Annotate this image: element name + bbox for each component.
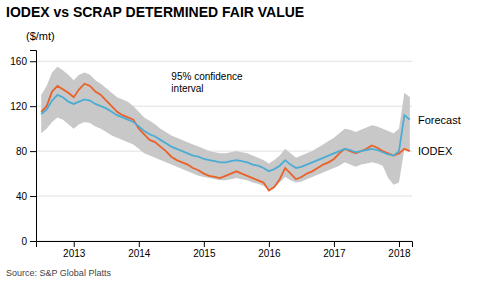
x-tick: 2013 <box>63 241 86 259</box>
x-tick-label: 2016 <box>258 248 281 259</box>
grid-line <box>36 61 412 62</box>
x-tick-label: 2015 <box>193 248 216 259</box>
grid <box>36 61 412 241</box>
x-tick-label: 2014 <box>128 248 151 259</box>
series-label: IODEX <box>418 145 453 157</box>
x-tick-label: 2013 <box>63 248 86 259</box>
x-tick: 2018 <box>388 241 411 259</box>
confidence-band <box>41 67 410 189</box>
x-tick-mark <box>334 241 335 247</box>
chart: IODEX vs SCRAP DETERMINED FAIR VALUE ($/m… <box>0 0 484 281</box>
x-tick-mark <box>399 241 400 247</box>
x-tick-label: 2018 <box>388 248 411 259</box>
x-tick-label: 2017 <box>323 248 346 259</box>
y-tick-label: 120 <box>10 101 27 112</box>
x-tick: 2014 <box>128 241 151 259</box>
y-tick-mark <box>30 106 36 107</box>
y-tick-mark <box>30 196 36 197</box>
y-tick-mark <box>30 151 36 152</box>
title: IODEX vs SCRAP DETERMINED FAIR VALUE <box>6 4 304 20</box>
y-axis: 0 40 80 120 160 <box>10 51 36 247</box>
grid-line <box>36 196 412 197</box>
y-tick: 40 <box>16 191 36 202</box>
x-tick: 2017 <box>323 241 346 259</box>
x-tick: 2016 <box>258 241 281 259</box>
x-tick-mark <box>204 241 205 247</box>
y-tick: 160 <box>10 56 36 67</box>
y-tick-mark <box>30 241 36 242</box>
y-tick-label: 160 <box>10 56 27 67</box>
source: Source: S&P Global Platts <box>6 268 111 278</box>
y-tick-label: 80 <box>16 146 28 157</box>
y-tick: 80 <box>16 146 36 157</box>
line <box>41 84 410 191</box>
x-axis-line <box>37 242 413 248</box>
y-axis-line <box>30 51 37 242</box>
band-label: 95% confidenceinterval <box>171 71 243 94</box>
x-tick-mark <box>74 241 75 247</box>
y-tick-mark <box>30 61 36 62</box>
x-tick-mark <box>269 241 270 247</box>
y-tick: 120 <box>10 101 36 112</box>
y-tick-label: 40 <box>16 191 28 202</box>
x-tick-mark <box>139 241 140 247</box>
x-axis: 2013 2014 2015 2016 2017 2018 <box>37 241 413 259</box>
x-tick: 2015 <box>193 241 216 259</box>
series-label: Forecast <box>418 114 461 126</box>
plot-area <box>41 67 410 191</box>
y-axis-label: ($/mt) <box>26 30 55 42</box>
y-tick: 0 <box>21 236 36 247</box>
y-tick-label: 0 <box>21 236 27 247</box>
line <box>41 95 410 171</box>
